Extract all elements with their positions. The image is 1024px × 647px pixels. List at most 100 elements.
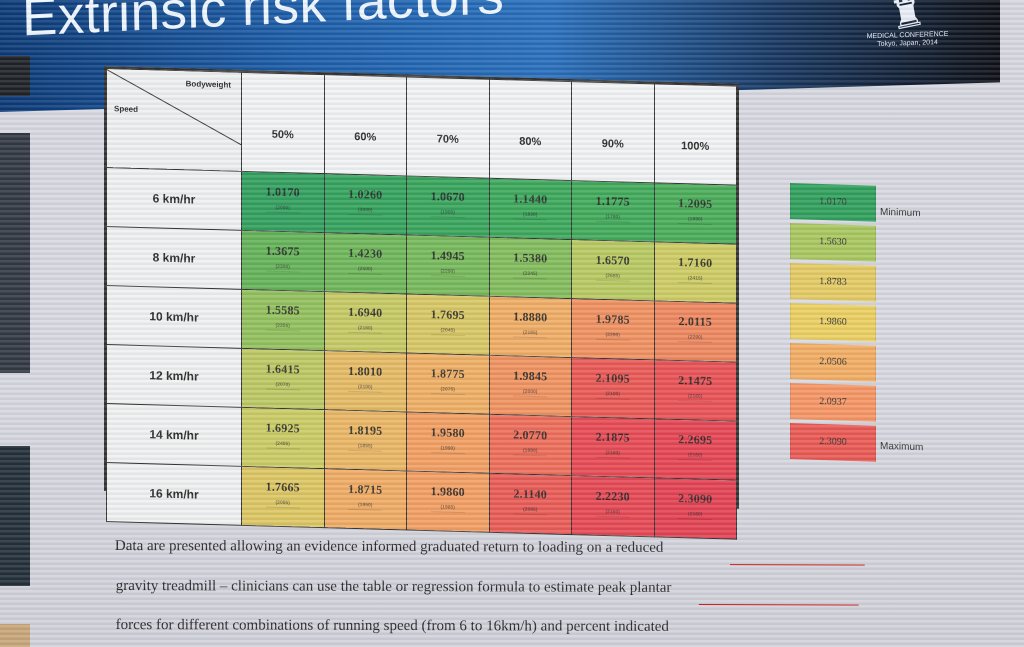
table-cell: 1.7665 (2085) bbox=[241, 466, 324, 528]
cell-value: 1.8195 bbox=[348, 422, 383, 438]
cell-value: 1.6415 bbox=[265, 361, 300, 377]
table-cell: 2.3090 (2160) bbox=[654, 477, 737, 540]
left-photo-edge bbox=[0, 133, 30, 373]
table-cell: 1.4945 (2290) bbox=[406, 234, 489, 297]
cell-count: (2165) bbox=[513, 329, 548, 339]
legend-swatch: 1.0170 bbox=[790, 183, 876, 222]
cell-value: 1.8715 bbox=[348, 481, 383, 497]
table-corner-cell: Bodyweight Speed bbox=[106, 68, 242, 172]
caption-line-3: forces for different combinations of run… bbox=[115, 617, 669, 635]
cell-count: (2160) bbox=[678, 393, 713, 402]
cell-count: (1950) bbox=[348, 501, 383, 511]
table-cell: 1.5380 (2245) bbox=[489, 237, 572, 299]
speed-row-label: 10 km/hr bbox=[106, 285, 242, 349]
table-cell: 1.6570 (2685) bbox=[571, 239, 654, 301]
cell-count: (2160) bbox=[348, 324, 383, 334]
cell-value: 1.4230 bbox=[348, 245, 383, 261]
speed-row-label: 16 km/hr bbox=[106, 462, 242, 526]
cell-value: 1.6925 bbox=[265, 420, 300, 436]
cell-count: (2085) bbox=[265, 499, 300, 509]
cell-count: (2685) bbox=[595, 272, 630, 282]
table-cell: 1.6415 (2070) bbox=[241, 348, 324, 410]
cell-count: (2075) bbox=[430, 386, 465, 396]
speed-row-label: 12 km/hr bbox=[106, 344, 242, 408]
left-slide-edge bbox=[0, 56, 30, 96]
legend-minimum-label: Minimum bbox=[880, 206, 921, 220]
cell-value: 2.1140 bbox=[513, 486, 548, 502]
table-cell: 2.2695 (2160) bbox=[654, 418, 737, 481]
cell-value: 2.0770 bbox=[513, 427, 548, 443]
cell-count: (2300) bbox=[265, 263, 300, 273]
table-cell: 1.4230 (2500) bbox=[324, 232, 407, 294]
legend-swatch: 2.3090 bbox=[790, 423, 876, 462]
cell-value: 1.8775 bbox=[430, 366, 465, 382]
table-cell: 2.1475 (2160) bbox=[654, 359, 737, 422]
cell-value: 1.7695 bbox=[430, 307, 465, 323]
speed-axis-label: Speed bbox=[114, 104, 139, 114]
cell-value: 1.1775 bbox=[595, 193, 630, 209]
cell-value: 1.9580 bbox=[430, 425, 465, 441]
cell-value: 1.9860 bbox=[430, 484, 465, 500]
legend-swatch: 1.5630 bbox=[790, 223, 876, 262]
cell-count: (1830) bbox=[513, 211, 548, 221]
speed-row-label: 8 km/hr bbox=[106, 226, 242, 290]
table-cell: 1.1775 (1780) bbox=[571, 180, 654, 242]
legend-swatch: 2.0506 bbox=[790, 343, 876, 382]
table-cell: 1.9845 (2000) bbox=[489, 355, 572, 417]
bodyweight-axis-label: Bodyweight bbox=[185, 79, 231, 90]
cell-value: 1.8880 bbox=[513, 309, 548, 325]
table-cell: 1.0170 (3000) bbox=[241, 171, 324, 233]
cell-value: 2.1095 bbox=[595, 370, 630, 386]
cell-value: 1.6570 bbox=[595, 252, 630, 268]
table-cell: 1.8715 (1950) bbox=[324, 468, 407, 530]
slide-title: Extrinsic risk factors bbox=[21, 0, 505, 48]
cell-value: 1.7665 bbox=[265, 479, 300, 495]
cell-value: 1.5380 bbox=[513, 250, 548, 266]
risk-color-legend: 1.0170 1.5630 1.8783 1.9860 2.0506 2.093… bbox=[789, 183, 969, 474]
risk-factor-table: Bodyweight Speed 50% 60% 70% 80% 90% 100… bbox=[104, 66, 739, 540]
cell-value: 1.4945 bbox=[430, 248, 465, 264]
table-cell: 2.2230 (2160) bbox=[571, 475, 654, 537]
cell-count: (2255) bbox=[265, 322, 300, 332]
table-cell: 1.8010 (2100) bbox=[324, 350, 407, 412]
table-cell: 2.1095 (2100) bbox=[571, 357, 654, 419]
cell-count: (1855) bbox=[348, 442, 383, 452]
cell-count: (2245) bbox=[513, 270, 548, 280]
cell-count: (2070) bbox=[265, 381, 300, 391]
cell-count: (2160) bbox=[595, 508, 630, 518]
bodyweight-column-70: 70% bbox=[406, 76, 489, 179]
bodyweight-column-100: 100% bbox=[654, 83, 737, 186]
cell-value: 1.5585 bbox=[265, 302, 300, 318]
cell-value: 1.9785 bbox=[595, 311, 630, 327]
table-cell: 2.0115 (2290) bbox=[654, 300, 737, 363]
cell-count: (2415) bbox=[678, 275, 713, 284]
table-cell: 1.2095 (1690) bbox=[654, 182, 737, 245]
cell-count: (2160) bbox=[678, 452, 713, 461]
cell-value: 1.0670 bbox=[430, 189, 465, 205]
cell-value: 2.3090 bbox=[678, 491, 713, 506]
cell-count: (2160) bbox=[595, 449, 630, 459]
cell-count: (2100) bbox=[348, 383, 383, 393]
cell-count: (3000) bbox=[348, 206, 383, 216]
table-header-row: Bodyweight Speed 50% 60% 70% 80% 90% 100… bbox=[106, 68, 737, 186]
cell-value: 1.0170 bbox=[265, 184, 300, 200]
left-bottom-edge bbox=[0, 624, 30, 647]
conference-logo: ♜ MEDICAL CONFERENCE Tokyo, Japan, 2014 bbox=[865, 0, 950, 67]
cell-value: 2.0115 bbox=[678, 314, 713, 329]
table-cell: 1.9860 (1985) bbox=[406, 470, 489, 533]
cell-count: (2160) bbox=[678, 511, 713, 520]
red-underline-mark bbox=[698, 604, 859, 606]
cell-value: 1.6940 bbox=[348, 304, 383, 320]
table-cell: 1.6925 (2405) bbox=[241, 407, 324, 469]
table-cell: 1.0670 (1905) bbox=[406, 175, 489, 238]
caption-line-2: gravity treadmill – clinicians can use t… bbox=[115, 578, 672, 596]
cell-count: (2045) bbox=[430, 327, 465, 337]
cell-count: (1905) bbox=[430, 209, 465, 219]
cell-count: (2500) bbox=[348, 265, 383, 275]
cell-count: (2100) bbox=[595, 390, 630, 400]
cell-count: (2405) bbox=[265, 440, 300, 450]
table-cell: 2.1875 (2160) bbox=[571, 416, 654, 478]
cell-count: (3000) bbox=[265, 204, 300, 214]
cell-count: (2085) bbox=[513, 506, 548, 516]
